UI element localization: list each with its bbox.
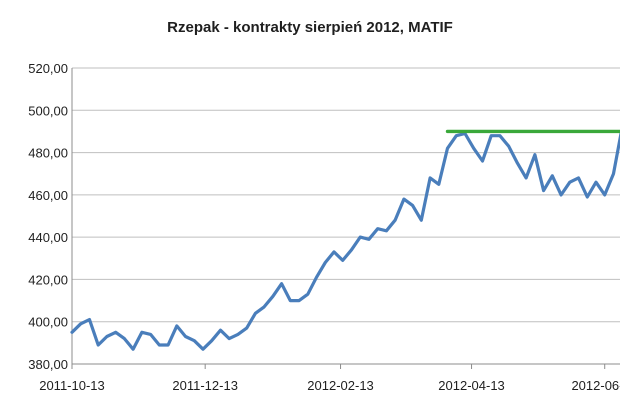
x-tick-label: 2011-12-13 bbox=[172, 378, 238, 393]
y-tick-label: 420,00 bbox=[28, 272, 68, 287]
price-series-line bbox=[70, 130, 620, 351]
y-tick-label: 520,00 bbox=[28, 61, 68, 76]
x-tick-label: 2011-10-13 bbox=[39, 378, 105, 393]
chart-title: Rzepak - kontrakty sierpień 2012, MATIF bbox=[167, 19, 453, 36]
y-tick-label: 460,00 bbox=[28, 188, 68, 203]
x-axis-ticks: 2011-10-13 2011-12-13 2012-02-13 2012-04-13… bbox=[39, 378, 620, 393]
y-tick-label: 500,00 bbox=[28, 103, 68, 118]
y-tick-label: 440,00 bbox=[28, 230, 68, 245]
y-tick-label: 380,00 bbox=[28, 357, 68, 372]
x-tick-label: 2012-02-13 bbox=[307, 378, 374, 393]
series-layer bbox=[70, 129, 620, 351]
x-tick-label: 2012-06-13 bbox=[571, 378, 620, 393]
y-axis-ticks: 380,00 400,00 420,00 440,00 460,00 480,00 500,… bbox=[28, 61, 68, 372]
x-tick-label: 2012-04-13 bbox=[438, 378, 505, 393]
grid-layer bbox=[71, 67, 620, 369]
y-tick-label: 480,00 bbox=[28, 146, 68, 161]
y-tick-label: 400,00 bbox=[28, 315, 68, 330]
